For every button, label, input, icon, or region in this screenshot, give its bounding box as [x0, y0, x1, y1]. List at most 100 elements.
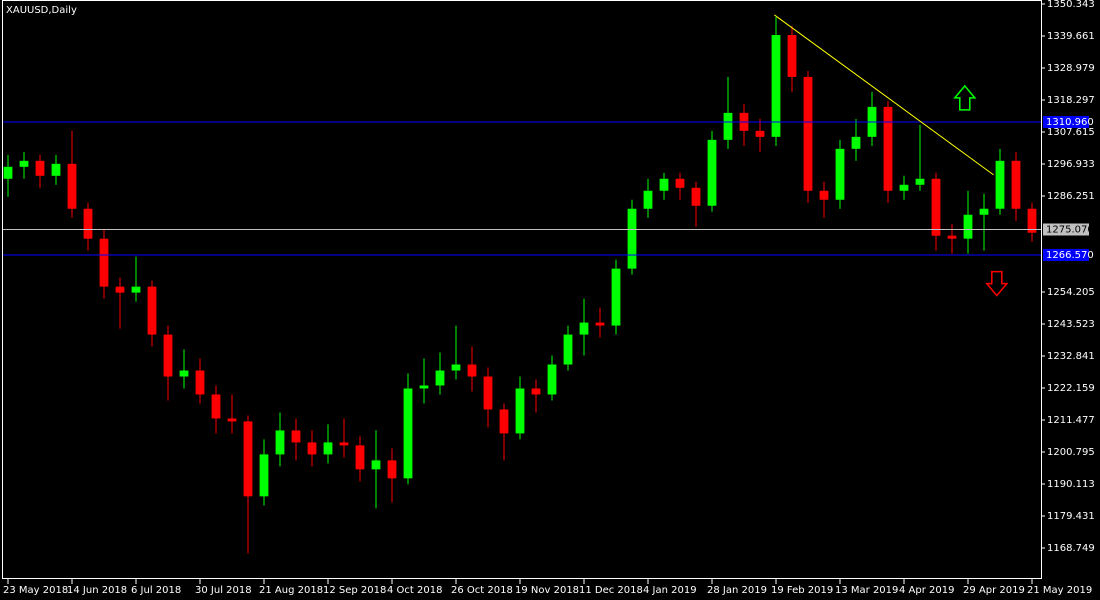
candle-body	[819, 190, 829, 200]
price-label-box	[1043, 223, 1089, 236]
candle-body	[147, 286, 157, 335]
candle-body	[883, 106, 893, 191]
candle-body	[771, 34, 781, 137]
candle-body	[979, 208, 989, 215]
candle-body	[851, 136, 861, 149]
chart-title: XAUUSD,Daily	[6, 5, 77, 16]
candle-body	[3, 166, 13, 179]
x-tick-label: 4 Apr 2019	[899, 585, 954, 596]
x-tick-label: 14 Jun 2018	[67, 585, 127, 596]
y-tick-label: 1307.615	[1047, 127, 1095, 138]
arrow-up	[953, 84, 977, 111]
y-tick-label: 1286.251	[1047, 191, 1095, 202]
candle-body	[467, 364, 477, 377]
candle-body	[643, 190, 653, 209]
candle-body	[291, 430, 301, 443]
candle-body	[531, 388, 541, 395]
x-tick-label: 12 Sep 2018	[323, 585, 386, 596]
y-tick-label: 1222.159	[1047, 383, 1095, 394]
price-label: 1266.570	[1046, 250, 1094, 261]
candle-body	[419, 385, 429, 389]
y-tick-label: 1339.661	[1047, 31, 1095, 42]
price-label: 1310.960	[1046, 117, 1094, 128]
candle-body	[275, 430, 285, 455]
x-tick-label: 4 Jan 2019	[643, 585, 697, 596]
candle-body	[19, 160, 29, 167]
y-tick-label: 1350.343	[1047, 0, 1095, 10]
candle-body	[627, 208, 637, 269]
y-tick-label: 1179.431	[1047, 511, 1095, 522]
x-tick-label: 6 Jul 2018	[131, 585, 181, 596]
y-tick-label: 1200.795	[1047, 447, 1095, 458]
x-tick-label: 21 May 2019	[1027, 585, 1092, 596]
y-tick-label: 1232.841	[1047, 351, 1095, 362]
x-tick-label: 21 Aug 2018	[259, 585, 323, 596]
x-tick-label: 11 Dec 2018	[579, 585, 643, 596]
candle-body	[915, 178, 925, 185]
candle-body	[563, 334, 573, 365]
candle-body	[323, 442, 333, 455]
candle-body	[659, 178, 669, 191]
x-tick-label: 19 Nov 2018	[515, 585, 579, 596]
candle-body	[403, 388, 413, 479]
y-tick-label: 1243.523	[1047, 319, 1095, 330]
candle-body	[259, 454, 269, 497]
y-tick-label: 1211.477	[1047, 415, 1095, 426]
x-tick-label: 26 Oct 2018	[451, 585, 513, 596]
y-tick-label: 1254.205	[1047, 287, 1095, 298]
candle-body	[131, 286, 141, 293]
candle-body	[723, 112, 733, 140]
candle-body	[195, 370, 205, 395]
candle-body	[515, 388, 525, 434]
y-tick-label: 1296.933	[1047, 159, 1095, 170]
x-tick-label: 23 May 2018	[3, 585, 68, 596]
candle-body	[243, 421, 253, 497]
candle-body	[307, 442, 317, 455]
candle-body	[691, 187, 701, 206]
candle-body	[67, 163, 77, 209]
candle-body	[899, 184, 909, 191]
candle-body	[1011, 160, 1021, 209]
x-tick-label: 13 Mar 2019	[835, 585, 898, 596]
candle-body	[339, 442, 349, 446]
candle-body	[755, 130, 765, 137]
y-tick-label: 1168.749	[1047, 543, 1095, 554]
candle-body	[51, 163, 61, 176]
candle-body	[355, 445, 365, 470]
candle-body	[371, 460, 381, 470]
x-tick-label: 28 Jan 2019	[707, 585, 767, 596]
x-tick-label: 4 Oct 2018	[387, 585, 442, 596]
candle-body	[179, 370, 189, 377]
candle-body	[707, 139, 717, 206]
candle-body	[483, 376, 493, 410]
candle-body	[435, 370, 445, 386]
y-tick-label: 1318.297	[1047, 95, 1095, 106]
candle-body	[547, 364, 557, 395]
x-tick-label: 19 Feb 2019	[771, 585, 833, 596]
candle-body	[115, 286, 125, 293]
candle-body	[931, 178, 941, 236]
candle-body	[211, 394, 221, 419]
candle-body	[675, 178, 685, 188]
candle-body	[163, 334, 173, 377]
candle-body	[83, 208, 93, 239]
plot-frame	[2, 0, 1042, 579]
x-tick-label: 29 Apr 2019	[963, 585, 1025, 596]
candle-body	[579, 322, 589, 335]
candle-body	[947, 235, 957, 239]
y-tick-label: 1328.979	[1047, 63, 1095, 74]
candle-body	[227, 418, 237, 422]
candle-body	[451, 364, 461, 371]
candle-body	[387, 460, 397, 479]
arrow-down	[985, 270, 1009, 297]
candle-body	[787, 34, 797, 77]
x-tick-label: 30 Jul 2018	[195, 585, 252, 596]
trend-line	[774, 14, 994, 176]
candle-body	[963, 214, 973, 239]
candle-body	[1027, 208, 1037, 233]
candle-body	[803, 76, 813, 191]
price-label-box	[1043, 115, 1089, 128]
